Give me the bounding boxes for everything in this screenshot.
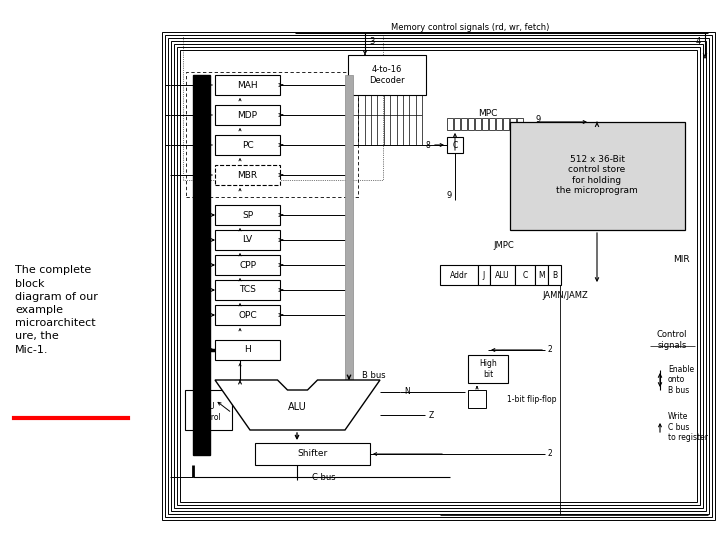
Text: 512 x 36-Bit
control store
for holding
the microprogram: 512 x 36-Bit control store for holding t… (556, 155, 638, 195)
FancyBboxPatch shape (475, 118, 481, 130)
Text: C: C (452, 140, 458, 150)
Polygon shape (215, 380, 380, 430)
FancyBboxPatch shape (185, 390, 232, 430)
FancyBboxPatch shape (517, 118, 523, 130)
Text: CPP: CPP (239, 260, 256, 269)
Text: N: N (404, 388, 410, 396)
Text: JMPC: JMPC (493, 241, 514, 251)
Text: M: M (538, 271, 545, 280)
Text: High
bit: High bit (479, 359, 497, 379)
FancyBboxPatch shape (215, 165, 280, 185)
FancyBboxPatch shape (193, 75, 210, 455)
FancyBboxPatch shape (215, 135, 280, 155)
Text: Write
C bus
to register: Write C bus to register (668, 412, 708, 442)
FancyBboxPatch shape (510, 122, 685, 230)
FancyBboxPatch shape (215, 75, 280, 95)
Text: Memory control signals (rd, wr, fetch): Memory control signals (rd, wr, fetch) (391, 24, 549, 32)
Text: Enable
onto
B bus: Enable onto B bus (668, 365, 694, 395)
FancyBboxPatch shape (348, 55, 426, 95)
FancyBboxPatch shape (215, 340, 280, 360)
Text: OPC: OPC (238, 310, 257, 320)
FancyBboxPatch shape (447, 137, 463, 153)
Text: 1-bit flip-flop: 1-bit flip-flop (507, 395, 557, 403)
FancyBboxPatch shape (510, 118, 516, 130)
Text: ALU
control: ALU control (194, 402, 221, 422)
Text: C: C (523, 271, 528, 280)
Text: LV: LV (243, 235, 253, 245)
Text: J: J (483, 271, 485, 280)
Text: 4-to-16
Decoder: 4-to-16 Decoder (369, 65, 405, 85)
Text: ALU: ALU (287, 402, 307, 412)
Text: 6: 6 (194, 430, 199, 440)
Text: C bus: C bus (312, 472, 336, 482)
Text: B: B (552, 271, 557, 280)
FancyBboxPatch shape (496, 118, 502, 130)
Text: MPC: MPC (478, 109, 498, 118)
FancyBboxPatch shape (468, 390, 486, 408)
FancyBboxPatch shape (468, 355, 508, 383)
Text: PC: PC (242, 140, 253, 150)
Text: 4: 4 (696, 37, 701, 46)
Text: 2: 2 (548, 449, 553, 458)
Text: MDP: MDP (238, 111, 258, 119)
FancyBboxPatch shape (215, 105, 280, 125)
FancyBboxPatch shape (482, 118, 488, 130)
Text: H: H (244, 346, 251, 354)
Text: MBR: MBR (238, 171, 258, 179)
FancyBboxPatch shape (535, 265, 548, 285)
FancyBboxPatch shape (503, 118, 509, 130)
FancyBboxPatch shape (345, 75, 353, 385)
FancyBboxPatch shape (478, 265, 490, 285)
FancyBboxPatch shape (548, 265, 561, 285)
FancyBboxPatch shape (490, 265, 515, 285)
FancyBboxPatch shape (215, 230, 280, 250)
Text: MIR: MIR (673, 255, 690, 265)
FancyBboxPatch shape (461, 118, 467, 130)
Text: B bus: B bus (362, 370, 386, 380)
Text: TCS: TCS (239, 286, 256, 294)
Text: Control
signals: Control signals (657, 330, 688, 350)
Text: 3: 3 (369, 37, 374, 46)
Text: 9: 9 (536, 116, 541, 125)
FancyBboxPatch shape (515, 265, 535, 285)
FancyBboxPatch shape (215, 205, 280, 225)
FancyBboxPatch shape (440, 265, 478, 285)
Text: MAH: MAH (237, 80, 258, 90)
FancyBboxPatch shape (468, 118, 474, 130)
Text: Addr: Addr (450, 271, 468, 280)
Text: SP: SP (242, 211, 253, 219)
Text: The complete
block
diagram of our
example
microarchitect
ure, the
Mic-1.: The complete block diagram of our exampl… (15, 265, 98, 355)
Text: Shifter: Shifter (297, 449, 327, 458)
Text: Z: Z (429, 410, 434, 420)
Text: 2: 2 (548, 346, 553, 354)
FancyBboxPatch shape (215, 255, 280, 275)
FancyBboxPatch shape (255, 443, 370, 465)
FancyBboxPatch shape (489, 118, 495, 130)
Text: 8: 8 (426, 140, 430, 150)
FancyBboxPatch shape (215, 280, 280, 300)
FancyBboxPatch shape (215, 305, 280, 325)
Text: ALU: ALU (495, 271, 510, 280)
Text: JAMN/JAMZ: JAMN/JAMZ (542, 291, 588, 300)
FancyBboxPatch shape (447, 118, 453, 130)
FancyBboxPatch shape (454, 118, 460, 130)
Text: 9: 9 (446, 191, 452, 199)
